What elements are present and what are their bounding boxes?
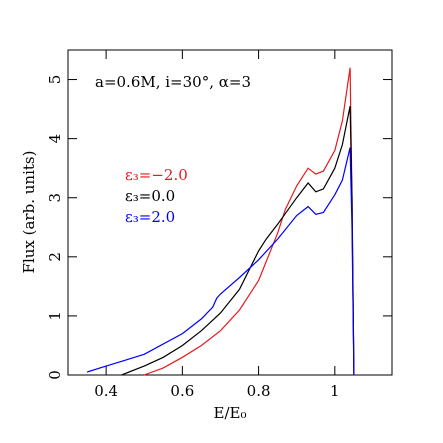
legend-entry: ε₃=−2.0 (125, 166, 188, 184)
line-series (143, 67, 355, 376)
y-tick-label: 0 (46, 370, 64, 380)
legend-entry: ε₃=2.0 (125, 208, 175, 226)
y-axis-label: Flux (arb. units) (20, 151, 38, 274)
y-tick-label: 4 (46, 134, 64, 144)
line-series (121, 105, 355, 376)
y-tick-label: 1 (46, 311, 64, 321)
x-axis-label: E/E₀ (214, 404, 247, 422)
x-tick-label: 0.6 (170, 382, 194, 400)
x-tick-label: 0.4 (94, 382, 118, 400)
x-tick-label: 0.8 (247, 382, 271, 400)
x-tick-label: 1 (330, 382, 340, 400)
y-tick-label: 5 (46, 75, 64, 85)
plot-frame (67, 49, 393, 376)
annotation: a=0.6M, i=30°, α=3 (95, 73, 251, 91)
legend-entry: ε₃=0.0 (125, 187, 175, 205)
line-series (86, 147, 355, 376)
y-tick-label: 2 (46, 252, 64, 262)
y-tick-label: 3 (46, 193, 64, 203)
